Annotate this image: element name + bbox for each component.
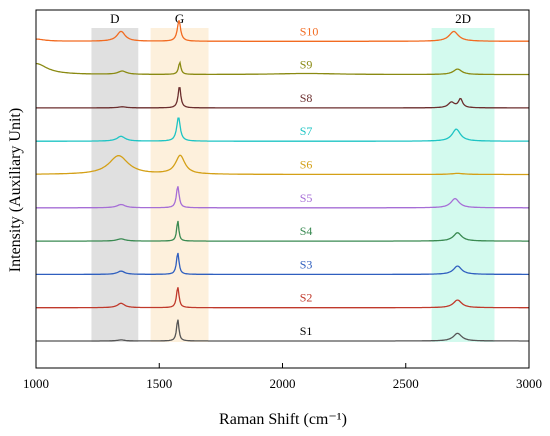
series-line-s10 — [36, 20, 529, 42]
series-label-s5: S5 — [300, 191, 313, 205]
series-line-s1 — [36, 319, 529, 342]
series-label-s9: S9 — [300, 58, 313, 72]
series-label-s1: S1 — [300, 324, 313, 338]
x-tick-label: 2500 — [393, 376, 419, 391]
spectra-series: S10 S9 S8 S7 S6 S5 S4 S3 S2 S1 — [36, 20, 529, 342]
series-line-s2 — [36, 287, 529, 309]
series-line-s8 — [36, 87, 529, 109]
band-label-2d: 2D — [455, 11, 471, 26]
series-label-s10: S10 — [300, 24, 319, 38]
x-ticks: 1000 1500 2000 2500 3000 — [23, 363, 542, 391]
series-label-s3: S3 — [300, 257, 313, 271]
y-axis-title: Intensity (Auxiliary Unit) — [7, 108, 24, 272]
series-line-s6 — [36, 154, 529, 176]
x-tick-label: 3000 — [516, 376, 542, 391]
series-line-s3 — [36, 252, 529, 276]
series-label-s8: S8 — [300, 91, 313, 105]
series-line-s5 — [36, 186, 529, 209]
x-tick-label: 1000 — [23, 376, 49, 391]
series-label-s6: S6 — [300, 158, 313, 172]
series-line-s4 — [36, 220, 529, 242]
series-label-s2: S2 — [300, 291, 313, 305]
x-tick-label: 1500 — [146, 376, 172, 391]
x-axis-title: Raman Shift (cm⁻¹) — [219, 411, 347, 428]
band-g — [150, 28, 209, 342]
highlight-bands: D G 2D — [91, 11, 495, 342]
band-label-g: G — [175, 11, 184, 26]
band-label-d: D — [110, 11, 119, 26]
band-d — [91, 28, 139, 342]
series-label-s4: S4 — [300, 224, 313, 238]
x-tick-label: 2000 — [270, 376, 296, 391]
series-line-s9 — [36, 60, 529, 76]
series-label-s7: S7 — [300, 124, 313, 138]
band-2d — [431, 28, 495, 342]
series-line-s7 — [36, 117, 529, 142]
